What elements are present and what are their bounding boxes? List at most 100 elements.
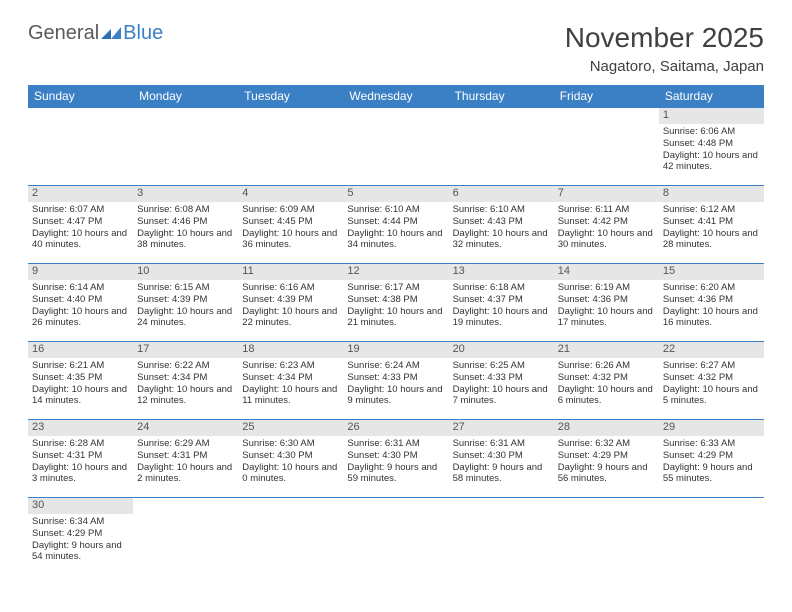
day-content: Sunrise: 6:08 AMSunset: 4:46 PMDaylight:… [133, 202, 238, 254]
sunrise-line: Sunrise: 6:16 AM [242, 282, 339, 294]
day-number: 16 [28, 342, 133, 358]
sunset-line: Sunset: 4:43 PM [453, 216, 550, 228]
weekday-header: Tuesday [238, 85, 343, 108]
calendar-day-cell: 9Sunrise: 6:14 AMSunset: 4:40 PMDaylight… [28, 264, 133, 342]
sunrise-line: Sunrise: 6:32 AM [558, 438, 655, 450]
day-number: 7 [554, 186, 659, 202]
calendar-day-cell: 4Sunrise: 6:09 AMSunset: 4:45 PMDaylight… [238, 186, 343, 264]
location-text: Nagatoro, Saitama, Japan [565, 58, 764, 75]
day-number: 30 [28, 498, 133, 514]
sunrise-line: Sunrise: 6:29 AM [137, 438, 234, 450]
daylight-line: Daylight: 10 hours and 0 minutes. [242, 462, 339, 486]
daylight-line: Daylight: 10 hours and 3 minutes. [32, 462, 129, 486]
day-number: 27 [449, 420, 554, 436]
day-content: Sunrise: 6:33 AMSunset: 4:29 PMDaylight:… [659, 436, 764, 488]
sunrise-line: Sunrise: 6:19 AM [558, 282, 655, 294]
day-content: Sunrise: 6:10 AMSunset: 4:43 PMDaylight:… [449, 202, 554, 254]
calendar-header-row: SundayMondayTuesdayWednesdayThursdayFrid… [28, 85, 764, 108]
day-content: Sunrise: 6:20 AMSunset: 4:36 PMDaylight:… [659, 280, 764, 332]
calendar-day-cell: 1Sunrise: 6:06 AMSunset: 4:48 PMDaylight… [659, 108, 764, 186]
sunrise-line: Sunrise: 6:25 AM [453, 360, 550, 372]
sunrise-line: Sunrise: 6:12 AM [663, 204, 760, 216]
day-number: 5 [343, 186, 448, 202]
day-content: Sunrise: 6:06 AMSunset: 4:48 PMDaylight:… [659, 124, 764, 176]
day-number: 26 [343, 420, 448, 436]
calendar-week-row: 23Sunrise: 6:28 AMSunset: 4:31 PMDayligh… [28, 420, 764, 498]
sunrise-line: Sunrise: 6:07 AM [32, 204, 129, 216]
day-content: Sunrise: 6:12 AMSunset: 4:41 PMDaylight:… [659, 202, 764, 254]
day-number: 23 [28, 420, 133, 436]
calendar-day-cell [133, 108, 238, 186]
day-content: Sunrise: 6:15 AMSunset: 4:39 PMDaylight:… [133, 280, 238, 332]
daylight-line: Daylight: 10 hours and 12 minutes. [137, 384, 234, 408]
sunset-line: Sunset: 4:41 PM [663, 216, 760, 228]
calendar-day-cell [28, 108, 133, 186]
sunset-line: Sunset: 4:42 PM [558, 216, 655, 228]
sunrise-line: Sunrise: 6:27 AM [663, 360, 760, 372]
title-block: November 2025 Nagatoro, Saitama, Japan [565, 22, 764, 75]
sunset-line: Sunset: 4:32 PM [558, 372, 655, 384]
sunrise-line: Sunrise: 6:26 AM [558, 360, 655, 372]
calendar-day-cell: 22Sunrise: 6:27 AMSunset: 4:32 PMDayligh… [659, 342, 764, 420]
day-content: Sunrise: 6:18 AMSunset: 4:37 PMDaylight:… [449, 280, 554, 332]
sunset-line: Sunset: 4:39 PM [137, 294, 234, 306]
calendar-day-cell: 24Sunrise: 6:29 AMSunset: 4:31 PMDayligh… [133, 420, 238, 498]
day-content: Sunrise: 6:29 AMSunset: 4:31 PMDaylight:… [133, 436, 238, 488]
day-number: 11 [238, 264, 343, 280]
sunset-line: Sunset: 4:30 PM [242, 450, 339, 462]
day-content: Sunrise: 6:19 AMSunset: 4:36 PMDaylight:… [554, 280, 659, 332]
weekday-header: Thursday [449, 85, 554, 108]
calendar-day-cell: 15Sunrise: 6:20 AMSunset: 4:36 PMDayligh… [659, 264, 764, 342]
day-number: 4 [238, 186, 343, 202]
calendar-day-cell: 8Sunrise: 6:12 AMSunset: 4:41 PMDaylight… [659, 186, 764, 264]
calendar-day-cell: 28Sunrise: 6:32 AMSunset: 4:29 PMDayligh… [554, 420, 659, 498]
sunrise-line: Sunrise: 6:15 AM [137, 282, 234, 294]
sunset-line: Sunset: 4:34 PM [242, 372, 339, 384]
calendar-day-cell: 27Sunrise: 6:31 AMSunset: 4:30 PMDayligh… [449, 420, 554, 498]
day-number: 10 [133, 264, 238, 280]
day-number: 20 [449, 342, 554, 358]
calendar-body: 1Sunrise: 6:06 AMSunset: 4:48 PMDaylight… [28, 108, 764, 576]
day-number: 1 [659, 108, 764, 124]
day-content: Sunrise: 6:31 AMSunset: 4:30 PMDaylight:… [449, 436, 554, 488]
daylight-line: Daylight: 10 hours and 2 minutes. [137, 462, 234, 486]
sunset-line: Sunset: 4:29 PM [663, 450, 760, 462]
calendar-day-cell: 3Sunrise: 6:08 AMSunset: 4:46 PMDaylight… [133, 186, 238, 264]
calendar-day-cell [554, 108, 659, 186]
daylight-line: Daylight: 10 hours and 17 minutes. [558, 306, 655, 330]
sunrise-line: Sunrise: 6:31 AM [453, 438, 550, 450]
day-content: Sunrise: 6:31 AMSunset: 4:30 PMDaylight:… [343, 436, 448, 488]
month-title: November 2025 [565, 22, 764, 54]
calendar-day-cell: 29Sunrise: 6:33 AMSunset: 4:29 PMDayligh… [659, 420, 764, 498]
calendar-day-cell: 21Sunrise: 6:26 AMSunset: 4:32 PMDayligh… [554, 342, 659, 420]
daylight-line: Daylight: 9 hours and 56 minutes. [558, 462, 655, 486]
calendar-day-cell: 11Sunrise: 6:16 AMSunset: 4:39 PMDayligh… [238, 264, 343, 342]
page-header: General Blue November 2025 Nagatoro, Sai… [28, 22, 764, 75]
calendar-week-row: 2Sunrise: 6:07 AMSunset: 4:47 PMDaylight… [28, 186, 764, 264]
daylight-line: Daylight: 10 hours and 6 minutes. [558, 384, 655, 408]
calendar-day-cell: 7Sunrise: 6:11 AMSunset: 4:42 PMDaylight… [554, 186, 659, 264]
day-number: 28 [554, 420, 659, 436]
day-number: 22 [659, 342, 764, 358]
sunset-line: Sunset: 4:32 PM [663, 372, 760, 384]
daylight-line: Daylight: 10 hours and 32 minutes. [453, 228, 550, 252]
calendar-day-cell: 20Sunrise: 6:25 AMSunset: 4:33 PMDayligh… [449, 342, 554, 420]
day-content: Sunrise: 6:24 AMSunset: 4:33 PMDaylight:… [343, 358, 448, 410]
day-number: 8 [659, 186, 764, 202]
day-content: Sunrise: 6:14 AMSunset: 4:40 PMDaylight:… [28, 280, 133, 332]
sunrise-line: Sunrise: 6:20 AM [663, 282, 760, 294]
calendar-day-cell: 18Sunrise: 6:23 AMSunset: 4:34 PMDayligh… [238, 342, 343, 420]
calendar-day-cell: 2Sunrise: 6:07 AMSunset: 4:47 PMDaylight… [28, 186, 133, 264]
sunrise-line: Sunrise: 6:10 AM [453, 204, 550, 216]
day-number: 6 [449, 186, 554, 202]
day-content: Sunrise: 6:09 AMSunset: 4:45 PMDaylight:… [238, 202, 343, 254]
sunset-line: Sunset: 4:29 PM [32, 528, 129, 540]
calendar-week-row: 9Sunrise: 6:14 AMSunset: 4:40 PMDaylight… [28, 264, 764, 342]
day-content: Sunrise: 6:32 AMSunset: 4:29 PMDaylight:… [554, 436, 659, 488]
sunset-line: Sunset: 4:36 PM [558, 294, 655, 306]
calendar-day-cell: 13Sunrise: 6:18 AMSunset: 4:37 PMDayligh… [449, 264, 554, 342]
day-content: Sunrise: 6:11 AMSunset: 4:42 PMDaylight:… [554, 202, 659, 254]
calendar-day-cell [449, 108, 554, 186]
sunset-line: Sunset: 4:31 PM [137, 450, 234, 462]
sunset-line: Sunset: 4:44 PM [347, 216, 444, 228]
